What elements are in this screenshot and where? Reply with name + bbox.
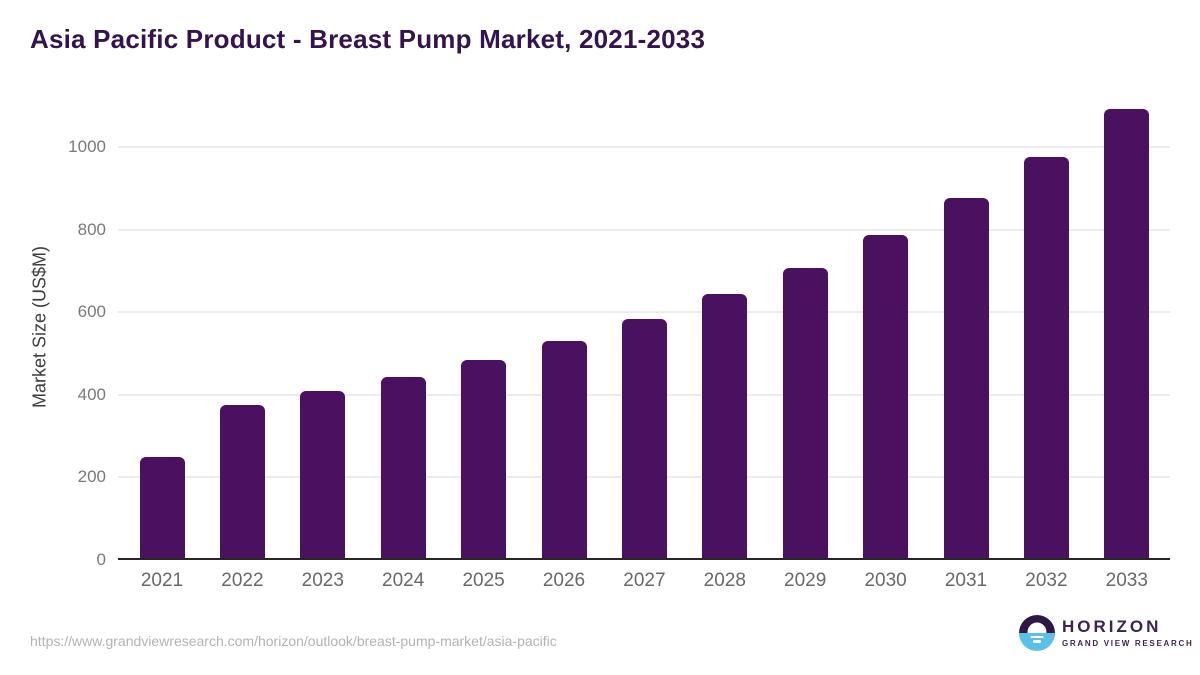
x-tick-label-2030: 2030 (864, 570, 907, 591)
y-tick-label-1000: 1000 (68, 137, 106, 157)
x-tick-label-2021: 2021 (140, 570, 184, 591)
y-tick-label-400: 400 (77, 384, 106, 404)
x-tick-label-2029: 2029 (784, 570, 827, 591)
x-tick-label-2031: 2031 (944, 570, 988, 591)
bar-2030[interactable] (863, 235, 909, 558)
logo-title: HORIZON (1062, 617, 1162, 637)
sun-over-water-icon (1019, 615, 1055, 651)
gridline-600 (118, 311, 1170, 314)
bar-2024[interactable] (380, 377, 426, 558)
x-tick-label-2022: 2022 (221, 570, 264, 591)
horizon-logo: HORIZON GRAND VIEW RESEARCH (1019, 615, 1193, 651)
x-tick-label-2033: 2033 (1105, 570, 1148, 591)
x-tick-label-2032: 2032 (1025, 570, 1068, 591)
y-tick-label-200: 200 (77, 467, 106, 487)
plot-area (118, 95, 1170, 560)
logo-ripple (1033, 640, 1041, 643)
bar-2029[interactable] (782, 268, 828, 558)
bar-2028[interactable] (702, 294, 748, 558)
x-tick-label-2024: 2024 (382, 570, 425, 591)
y-tick-label-600: 600 (77, 302, 106, 322)
logo-ripple (1030, 635, 1044, 638)
gridline-1000 (118, 146, 1170, 149)
logo-subtitle: GRAND VIEW RESEARCH (1062, 638, 1194, 648)
bar-2022[interactable] (219, 405, 265, 558)
x-tick-label-2028: 2028 (703, 570, 746, 591)
x-tick-label-2025: 2025 (462, 570, 505, 591)
bar-2021[interactable] (139, 457, 185, 558)
bar-2026[interactable] (541, 341, 587, 558)
bar-2032[interactable] (1023, 157, 1069, 558)
bar-2027[interactable] (621, 319, 667, 558)
x-tick-label-2027: 2027 (623, 570, 666, 591)
y-axis-title: Market Size (US$M) (29, 245, 50, 409)
bar-2031[interactable] (943, 198, 989, 558)
chart-title: Asia Pacific Product - Breast Pump Marke… (30, 24, 706, 54)
gridline-800 (118, 228, 1170, 231)
y-tick-label-0: 0 (96, 550, 106, 569)
logo-text: HORIZON GRAND VIEW RESEARCH (1062, 617, 1194, 648)
source-url: https://www.grandviewresearch.com/horizo… (30, 633, 557, 649)
x-tick-label-2026: 2026 (542, 570, 586, 591)
y-tick-label-800: 800 (77, 219, 106, 239)
x-tick-label-2023: 2023 (301, 570, 344, 591)
bar-2033[interactable] (1104, 109, 1150, 558)
bar-2025[interactable] (461, 360, 507, 558)
bar-2023[interactable] (300, 391, 346, 558)
